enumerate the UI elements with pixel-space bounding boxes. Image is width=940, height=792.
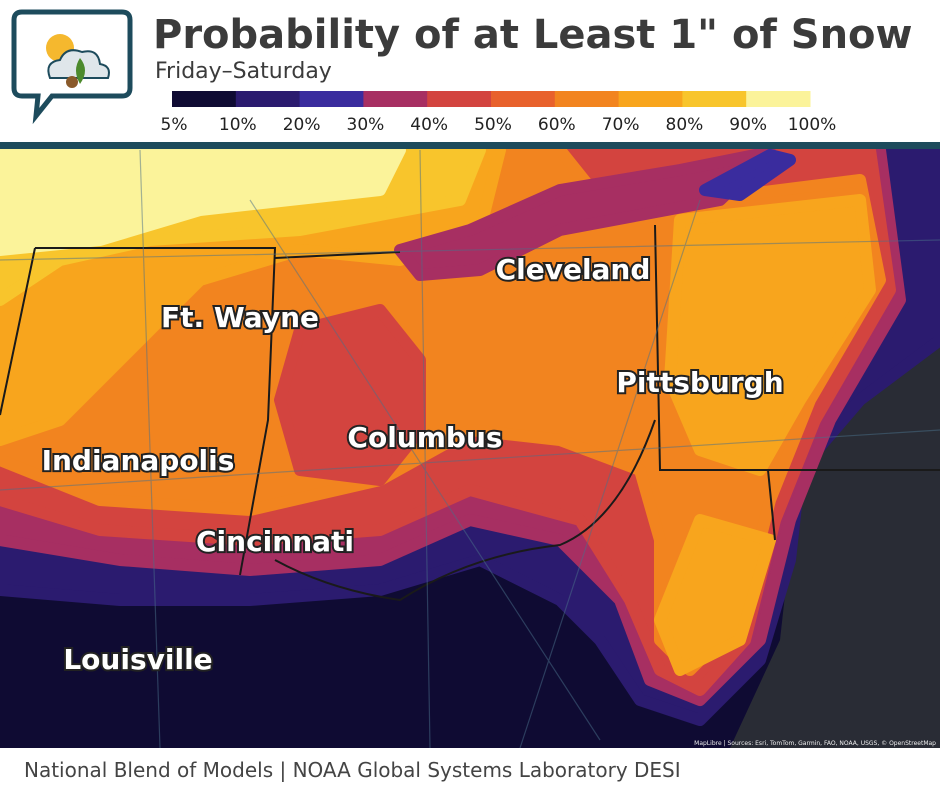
logo-leaf <box>76 58 85 84</box>
map: Cleveland Ft. Wayne Pittsburgh Columbus Indi… <box>0 142 940 748</box>
legend-swatch <box>746 91 811 107</box>
attribution: MapLibre | Sources: Esri, TomTom, Garmin… <box>694 740 936 747</box>
legend-label: 10% <box>219 115 257 135</box>
legend-label: 100% <box>788 115 837 135</box>
subtitle: Friday–Saturday <box>155 59 332 84</box>
city-label: Cleveland <box>496 253 651 286</box>
probability-area <box>274 304 426 486</box>
terrain <box>730 330 940 748</box>
map-top-border <box>0 142 940 149</box>
logo-nut <box>66 76 78 88</box>
legend-swatch <box>491 91 556 107</box>
legend-label: 60% <box>538 115 576 135</box>
city-label: Indianapolis <box>42 444 235 477</box>
legend-label: 80% <box>666 115 704 135</box>
city-label: Louisville <box>63 643 212 676</box>
legend-label: 40% <box>410 115 448 135</box>
footer: National Blend of Models | NOAA Global S… <box>24 758 681 782</box>
legend-swatch <box>554 91 620 107</box>
city-label: Columbus <box>347 421 502 454</box>
city-label: Pittsburgh <box>616 366 783 399</box>
probability-area <box>664 194 876 476</box>
legend-label: 50% <box>474 115 512 135</box>
map-layers <box>0 148 940 748</box>
probability-area <box>654 514 776 676</box>
legend-swatch <box>235 91 301 107</box>
legend-swatch <box>682 91 747 107</box>
legend-swatch <box>618 91 683 107</box>
legend-label: 70% <box>602 115 640 135</box>
legend-swatch <box>172 91 237 107</box>
legend-label: 5% <box>161 115 188 135</box>
logo <box>11 9 133 125</box>
probability-area <box>394 148 776 281</box>
probability-area <box>699 149 796 201</box>
city-label: Cincinnati <box>196 525 354 558</box>
legend-label: 30% <box>347 115 385 135</box>
title: Probability of at Least 1" of Snow <box>153 12 912 58</box>
probability-area <box>0 148 406 256</box>
city-label: Ft. Wayne <box>161 301 319 334</box>
legend-swatch <box>427 91 492 107</box>
legend: 5% 10% 20% 30% 40% 50% 60% 70% 80% 90% 100% <box>161 91 837 135</box>
legend-swatch <box>363 91 428 107</box>
roads <box>0 149 940 748</box>
legend-swatch <box>299 91 364 107</box>
state-borders <box>0 224 940 602</box>
legend-label: 20% <box>283 115 321 135</box>
legend-label: 90% <box>729 115 767 135</box>
